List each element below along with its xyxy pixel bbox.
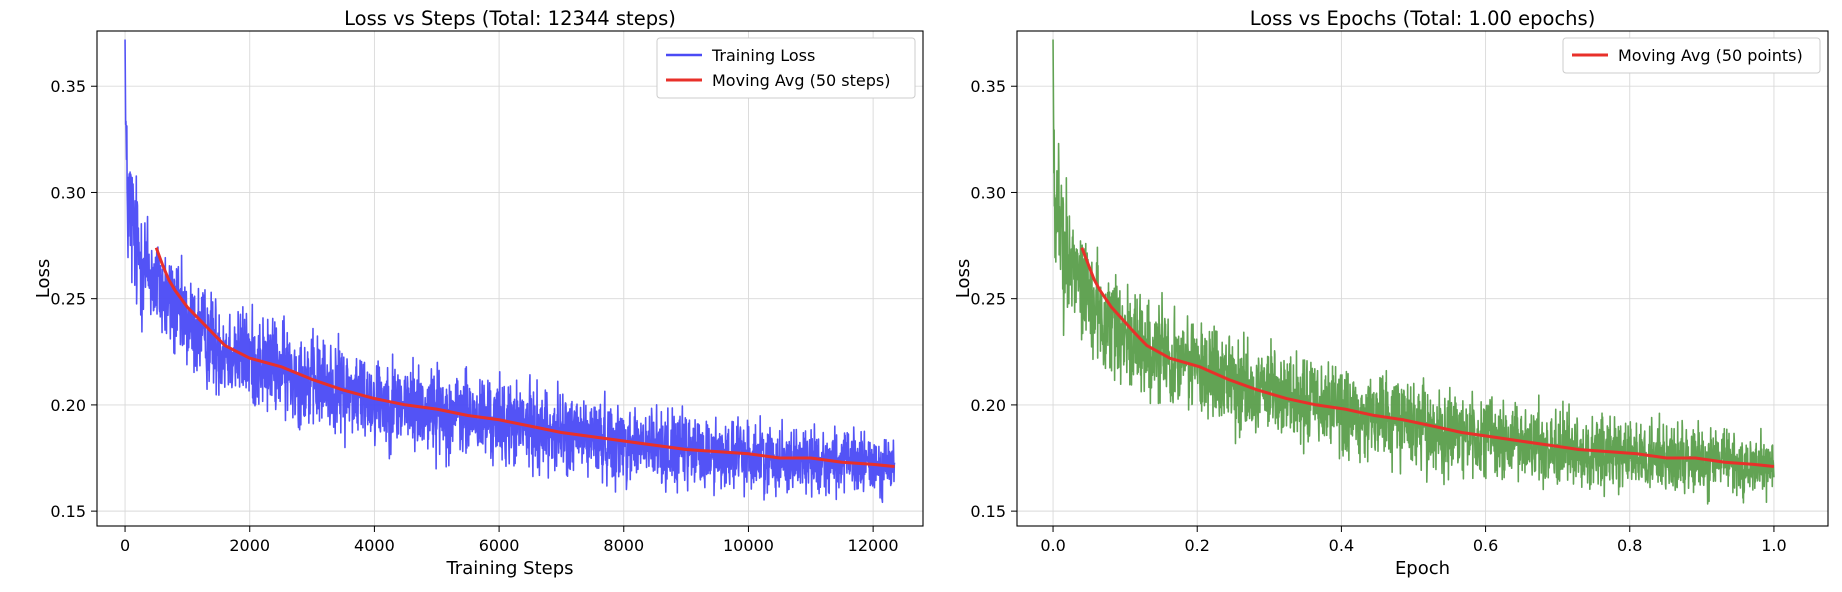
y-tick-label: 0.35 xyxy=(50,77,86,96)
x-tick-label: 1.0 xyxy=(1761,536,1786,555)
y-tick-label: 0.30 xyxy=(970,183,1006,202)
x-tick-label: 6000 xyxy=(479,536,520,555)
x-tick-label: 0.8 xyxy=(1617,536,1642,555)
plot-frame xyxy=(96,30,924,527)
x-axis-label: Training Steps xyxy=(445,558,573,579)
x-tick-label: 0.0 xyxy=(1040,536,1065,555)
chart-loss-vs-epochs: 0.0 0.2 0.4 0.6 0.8 1.0 0.15 0.20 0.25 0.30 0.35 Lo… xyxy=(953,7,1829,579)
x-tick-label: 10000 xyxy=(723,536,774,555)
x-tick-label: 0.6 xyxy=(1473,536,1498,555)
y-axis-label: Loss xyxy=(33,259,54,298)
legend-label: Moving Avg (50 steps) xyxy=(712,71,890,90)
x-tick-label: 2000 xyxy=(229,536,270,555)
chart-title: Loss vs Steps (Total: 12344 steps) xyxy=(344,7,676,30)
data-layer xyxy=(1052,39,1775,505)
y-tick-label: 0.15 xyxy=(50,502,86,521)
x-tick-label: 4000 xyxy=(354,536,395,555)
x-axis-label: Epoch xyxy=(1395,558,1450,579)
legend-label: Moving Avg (50 points) xyxy=(1618,46,1803,65)
y-tick-label: 0.30 xyxy=(50,183,86,202)
legend-box xyxy=(1562,37,1821,74)
y-tick-label: 0.15 xyxy=(970,502,1006,521)
x-tick-label: 0.2 xyxy=(1184,536,1209,555)
legend: Moving Avg (50 points) xyxy=(1562,37,1821,74)
y-axis-label: Loss xyxy=(953,259,974,298)
y-tick-label: 0.25 xyxy=(50,290,86,309)
plot-frame xyxy=(1016,30,1829,527)
legend: Training Loss Moving Avg (50 steps) xyxy=(656,37,916,99)
x-tick-label: 8000 xyxy=(603,536,644,555)
chart-loss-vs-steps: 0 2000 4000 6000 8000 10000 12000 0.15 0.20 0.25 0… xyxy=(33,7,924,579)
series-1-moving-avg-line xyxy=(154,247,895,469)
series-0-line xyxy=(1052,39,1775,505)
x-tick-label: 0.4 xyxy=(1329,536,1354,555)
y-tick-label: 0.20 xyxy=(50,396,86,415)
legend-box xyxy=(656,37,916,99)
data-layer xyxy=(124,39,896,504)
legend-label: Training Loss xyxy=(711,46,815,65)
x-tick-label: 0 xyxy=(120,536,130,555)
y-tick-label: 0.25 xyxy=(970,290,1006,309)
series-0-line xyxy=(124,39,896,504)
y-tick-label: 0.35 xyxy=(970,77,1006,96)
x-tick-label: 12000 xyxy=(848,536,899,555)
y-tick-label: 0.20 xyxy=(970,396,1006,415)
chart-title: Loss vs Epochs (Total: 1.00 epochs) xyxy=(1250,7,1596,30)
series-1-moving-avg-line xyxy=(1080,247,1775,469)
